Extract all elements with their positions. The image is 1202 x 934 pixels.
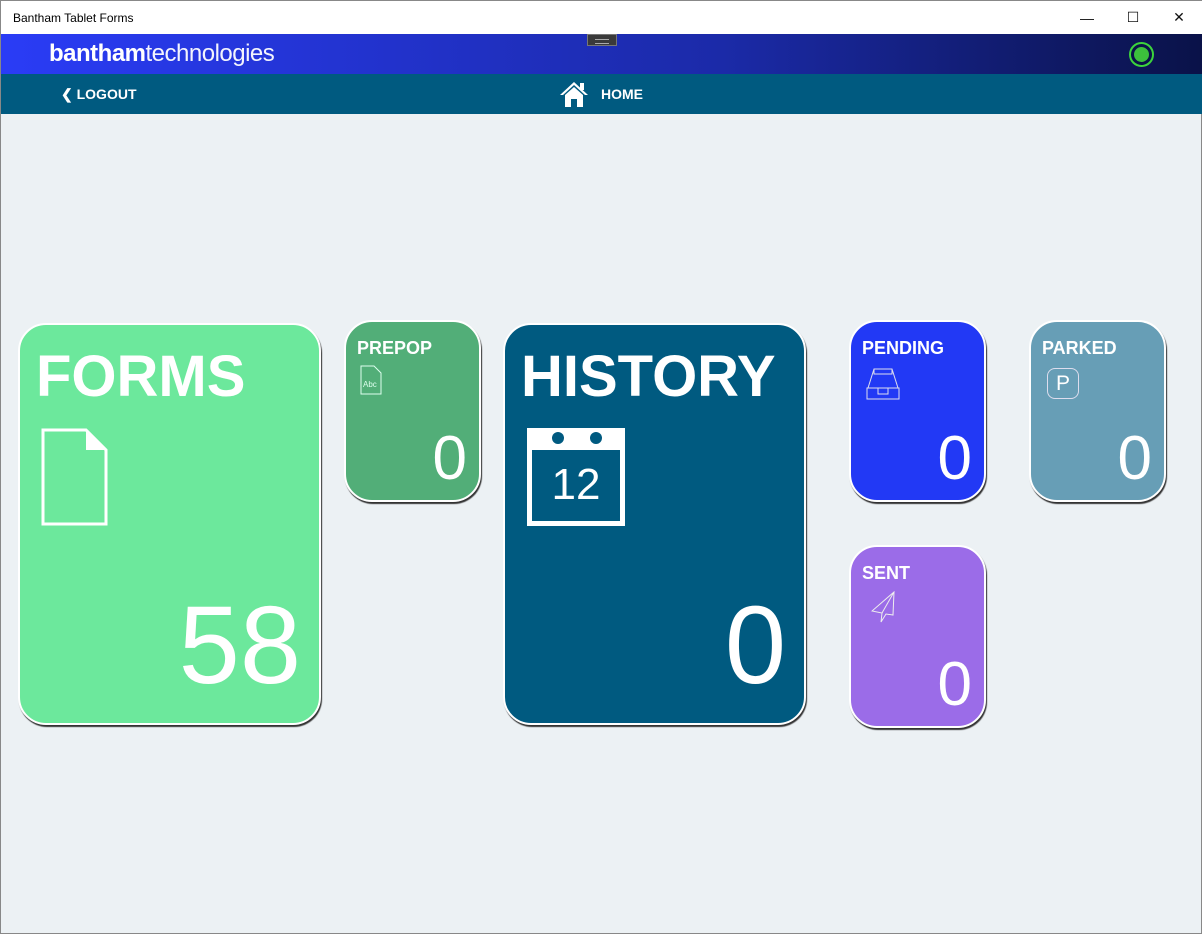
logo: banthamtechnologies [49,40,275,67]
maximize-button[interactable]: ☐ [1126,9,1140,25]
nav-bar: ❮ LOGOUT HOME [1,74,1202,114]
close-button[interactable]: ✕ [1173,9,1185,25]
pending-label: PENDING [862,338,945,358]
parked-tile[interactable]: PARKED P 0 [1029,320,1166,502]
home-label: HOME [601,86,643,102]
sent-tile[interactable]: SENT 0 [849,545,986,728]
pending-tile[interactable]: PENDING 0 [849,320,986,502]
document-icon [41,428,108,526]
prepop-count: 0 [432,424,467,493]
window-title: Bantham Tablet Forms [13,10,134,25]
sent-label: SENT [862,563,911,583]
home-button[interactable]: HOME [559,80,643,108]
prepop-document-icon: Abc [360,365,382,395]
inbox-tray-icon [866,368,900,400]
forms-count: 58 [178,584,301,707]
parked-label: PARKED [1042,338,1117,358]
connection-status-icon [1129,42,1154,67]
history-label: HISTORY [521,344,776,409]
calendar-icon: 12 [527,428,625,526]
minimize-button[interactable]: — [1080,9,1094,26]
app-header: banthamtechnologies [1,34,1202,74]
history-tile[interactable]: HISTORY 12 0 [503,323,806,725]
sent-count: 0 [937,650,972,719]
forms-label: FORMS [36,344,246,409]
home-icon [560,82,588,107]
history-count: 0 [724,584,786,707]
prepop-tile[interactable]: PREPOP Abc 0 [344,320,481,502]
paper-plane-icon [871,591,895,623]
logout-button[interactable]: ❮ LOGOUT [61,86,137,102]
title-bar: Bantham Tablet Forms — ☐ ✕ [1,1,1202,34]
parked-count: 0 [1117,424,1152,493]
parking-icon: P [1047,368,1079,399]
forms-tile[interactable]: FORMS 58 [18,323,321,725]
pending-count: 0 [937,424,972,493]
drag-handle[interactable] [587,34,617,46]
prepop-label: PREPOP [357,338,433,358]
